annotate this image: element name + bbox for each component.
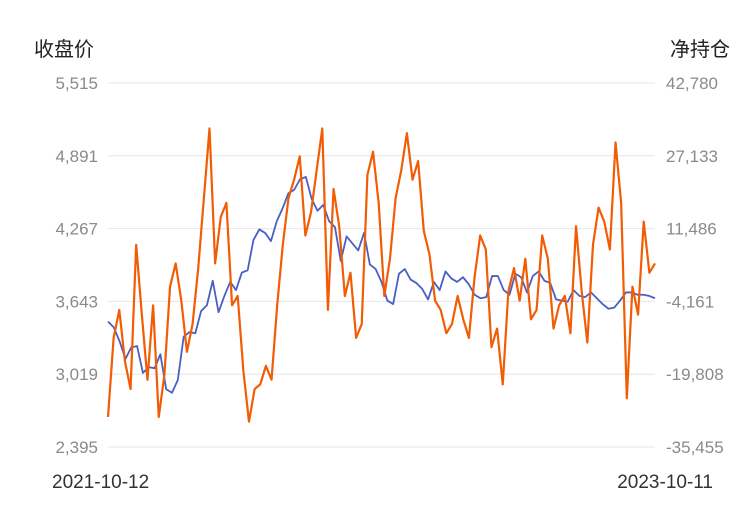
- left-tick-label: 5,515: [55, 74, 98, 93]
- right-tick-labels: 42,780 27,133 11,486 -4,161 -19,808 -35,455: [666, 74, 724, 457]
- series-lines: [106, 127, 656, 423]
- right-axis-title: 净持仓: [670, 37, 730, 61]
- left-tick-labels: 5,515 4,891 4,267 3,643 3,019 2,395: [55, 74, 98, 457]
- right-tick-label: -35,455: [666, 438, 724, 457]
- x-start-date-label: 2021-10-12: [52, 472, 149, 493]
- left-tick-label: 3,643: [55, 292, 98, 311]
- close-price-line: [107, 176, 656, 394]
- right-tick-label: -19,808: [666, 365, 724, 384]
- right-tick-label: 11,486: [666, 220, 717, 239]
- left-tick-label: 4,267: [55, 220, 98, 239]
- net-position-line: [106, 127, 656, 423]
- left-tick-label: 2,395: [55, 438, 98, 457]
- left-tick-label: 3,019: [55, 365, 98, 384]
- right-tick-label: -4,161: [666, 292, 714, 311]
- right-tick-label: 27,133: [666, 147, 718, 166]
- right-tick-label: 42,780: [666, 74, 718, 93]
- gridlines: [108, 82, 655, 448]
- left-tick-label: 4,891: [55, 147, 98, 166]
- x-end-date-label: 2023-10-11: [617, 472, 713, 493]
- left-axis-title: 收盘价: [34, 37, 94, 61]
